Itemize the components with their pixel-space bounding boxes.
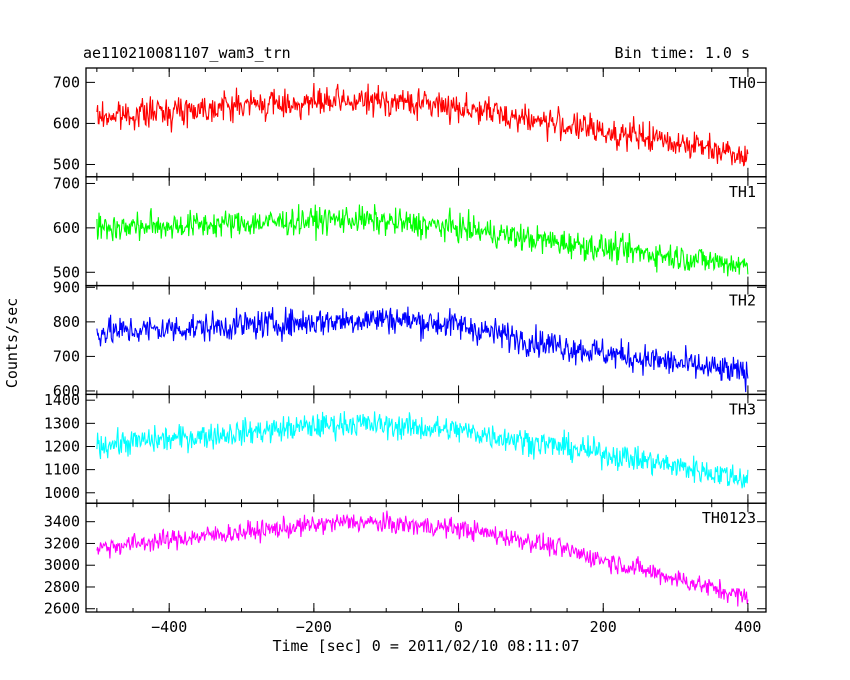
y-tick-label: 700 xyxy=(53,174,80,192)
panel-th2-label: TH2 xyxy=(729,292,756,310)
y-tick-label: 900 xyxy=(53,278,80,296)
y-tick-label: 1400 xyxy=(44,391,80,409)
x-tick-label: 200 xyxy=(590,618,617,636)
y-tick-label: 600 xyxy=(53,219,80,237)
x-tick-label: 0 xyxy=(454,618,463,636)
panel-th3-label: TH3 xyxy=(729,400,756,418)
y-tick-label: 3400 xyxy=(44,513,80,531)
series-th1-line xyxy=(96,204,749,277)
bin-time-label: Bin time: 1.0 s xyxy=(614,44,750,62)
panel-th1-label: TH1 xyxy=(729,183,756,201)
x-axis-label: Time [sec] 0 = 2011/02/10 08:11:07 xyxy=(272,637,580,655)
y-tick-label: 3000 xyxy=(44,556,80,574)
y-tick-label: 1000 xyxy=(44,484,80,502)
y-tick-label: 700 xyxy=(53,347,80,365)
y-tick-label: 3200 xyxy=(44,534,80,552)
y-tick-label: 1100 xyxy=(44,461,80,479)
panel-th0123-frame xyxy=(85,502,767,613)
y-tick-label: 1300 xyxy=(44,414,80,432)
y-tick-label: 600 xyxy=(53,114,80,132)
y-axis-label: Counts/sec xyxy=(3,297,21,389)
series-th2-line xyxy=(96,306,749,393)
x-tick-label: −400 xyxy=(151,618,187,636)
panel-th0123-label: TH0123 xyxy=(702,509,756,527)
series-th3-line xyxy=(96,411,749,489)
y-tick-label: 800 xyxy=(53,313,80,331)
panel-th2-frame xyxy=(85,284,767,396)
y-tick-label: 2600 xyxy=(44,600,80,618)
y-tick-label: 2800 xyxy=(44,578,80,596)
y-tick-label: 600 xyxy=(53,382,80,400)
x-tick-label: −200 xyxy=(296,618,332,636)
y-tick-label: 500 xyxy=(53,155,80,173)
observation-id-label: ae110210081107_wam3_trn xyxy=(83,44,291,62)
y-tick-label: 1200 xyxy=(44,437,80,455)
y-tick-label: 500 xyxy=(53,263,80,281)
x-tick-label: 400 xyxy=(734,618,761,636)
y-tick-label: 700 xyxy=(53,73,80,91)
series-th0-line xyxy=(96,82,749,167)
panel-th0-label: TH0 xyxy=(729,74,756,92)
series-th0123-line xyxy=(96,510,749,607)
